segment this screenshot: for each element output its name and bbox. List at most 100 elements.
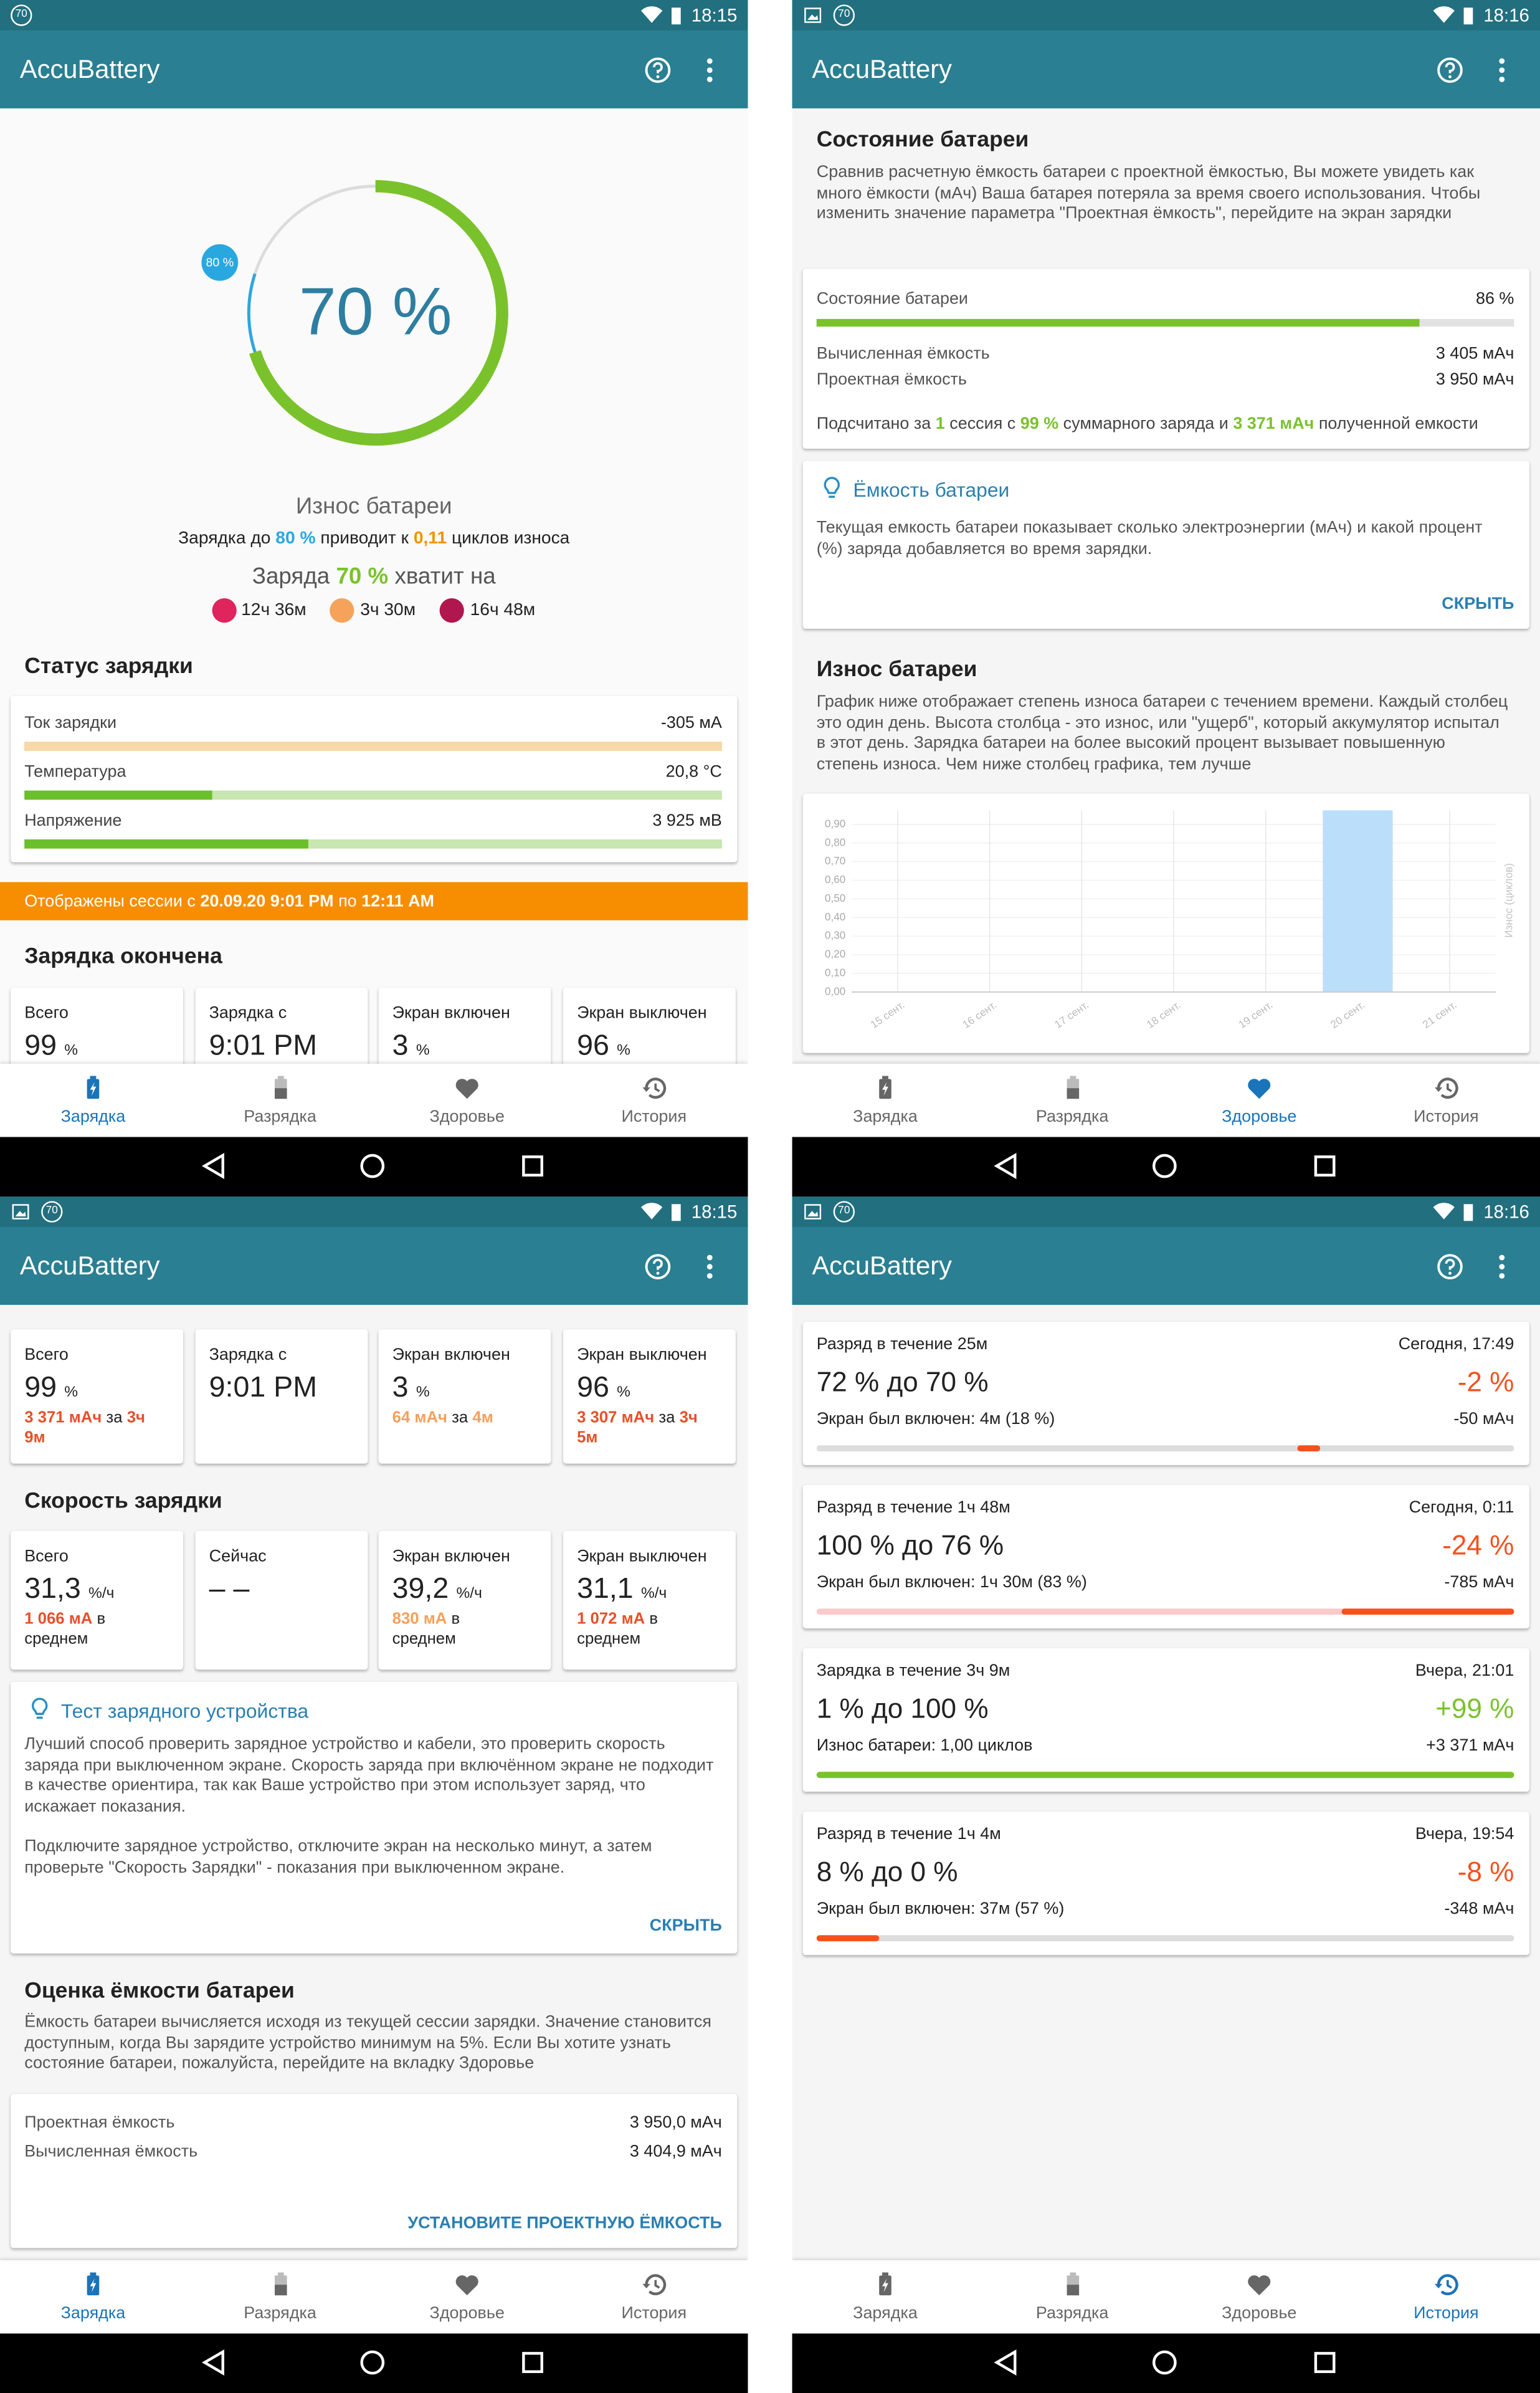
tile-label: Всего [24,1346,69,1365]
nav-item[interactable]: История [621,1107,687,1127]
status-time: 18:16 [1483,4,1529,26]
image-frame [804,1204,822,1220]
card [378,1531,551,1670]
tile-sub-part: за [447,1408,473,1427]
tile-sub-part: 4м [472,1408,493,1427]
tip-button[interactable]: СКРЫТЬ [1442,595,1514,614]
row-label: Ток зарядки [24,714,117,733]
nav-item[interactable]: Здоровье [1222,2304,1297,2323]
menu-button[interactable] [1495,55,1510,85]
nav-item[interactable]: Здоровье [429,1107,505,1127]
session-banner [0,882,748,920]
nav-item[interactable]: Разрядка [244,2304,316,2323]
help-ring [1437,57,1463,83]
help-mark [1445,62,1455,74]
estimate-icon [439,598,464,623]
tile-sub: 830 мА в среднем [392,1610,524,1650]
battery-cap [882,1076,888,1079]
tile-value: 39,2 %/ч [392,1574,482,1607]
nav-item[interactable]: Зарядка [60,1107,126,1127]
tile-value-unit: % [64,1384,78,1402]
row-value: 3 950,0 мАч [629,2113,722,2133]
battery-cap [277,1076,283,1079]
battery [672,1204,681,1221]
nav-item[interactable]: Разрядка [1035,1107,1109,1127]
menu-button[interactable] [1495,1251,1510,1282]
section-desc: Сравнив расчетную ёмкость батареи с прое… [816,163,1481,224]
menu-button[interactable] [702,1251,718,1282]
tile-value-number: 31,3 [24,1573,81,1606]
nav-icon [1248,1079,1271,1099]
section-title: Зарядка окончена [24,944,222,970]
capacity-button[interactable]: УСТАНОВИТЕ ПРОЕКТНУЮ ЁМКОСТЬ [407,2214,722,2233]
text-part: 3 371 мАч [1233,415,1314,434]
battery-level [273,2285,287,2296]
card [802,1321,1529,1466]
nav-item[interactable]: Зарядка [60,2304,126,2323]
menu-dot [706,1264,713,1270]
status-time: 18:15 [691,4,738,26]
tip-text: Лучший способ проверить зарядное устройс… [24,1735,714,1816]
tip-title: Тест зарядного устройства [61,1699,309,1722]
help-ring [645,1254,671,1279]
system-buttons [201,2349,543,2376]
session-date: Вчера, 19:54 [1415,1825,1514,1844]
nav-item[interactable]: История [1414,2304,1479,2323]
section-desc: График ниже отображает степень износа ба… [816,692,1508,774]
help-button[interactable] [642,1251,673,1282]
help-dot [1448,1271,1452,1275]
nav-icon [1066,1076,1078,1099]
help-button[interactable] [1435,1251,1465,1282]
nav-item[interactable]: Зарядка [853,2304,918,2323]
bulb [32,1698,48,1715]
menu-dot [1499,58,1505,64]
nav-item[interactable]: Здоровье [429,2304,505,2323]
text-part: суммарного заряда и [1058,415,1233,434]
card [11,1681,738,1954]
nav-item[interactable]: Разрядка [244,1107,316,1127]
history-hands [654,2280,660,2289]
tile-label: Всего [24,1004,69,1023]
image-frame [804,7,822,23]
card [195,1531,368,1670]
battery-level [1066,1088,1078,1099]
card [195,1329,368,1464]
phone-screen: 80 % 70 % Износ батареи Зарядка до 80 % при… [0,0,748,1197]
row-value: 3 925 мВ [652,811,722,831]
nav-item[interactable]: История [621,2304,687,2323]
help-button[interactable] [642,55,673,85]
card [563,1329,736,1464]
bar [1323,810,1393,992]
nav-item[interactable]: Здоровье [1222,1107,1297,1127]
heart [1248,2275,1271,2296]
image-icon [804,7,822,23]
menu-button[interactable] [702,55,718,85]
estimate-icons [212,598,464,623]
section-title: Оценка ёмкости батареи [24,1979,295,2004]
tile-value: – – [209,1574,250,1607]
menu-dot [706,76,713,82]
text-part: Подсчитано за [816,415,936,434]
nav-item[interactable]: История [1414,1107,1479,1127]
tile-sub-part: в среднем [577,1610,658,1648]
home-button [360,1154,385,1178]
help-button[interactable] [1435,55,1465,85]
x-tick-label: 16 сент. [960,998,999,1031]
session-amount: -50 мАч [1453,1410,1514,1429]
bolt [90,1082,97,1096]
tile-sub-part: 64 мАч [392,1408,447,1427]
tip-button[interactable]: СКРЫТЬ [649,1916,722,1936]
section-title: Скорость зарядки [24,1489,222,1514]
session-detail: Экран был включен: 4м (18 %) [816,1410,1055,1429]
row-value: 3 950 мАч [1435,371,1514,389]
battery [672,7,681,25]
text-part: Заряда [252,563,336,590]
session-track [816,1445,1514,1451]
nav-item[interactable]: Зарядка [853,1107,918,1127]
tile-label: Зарядка с [209,1346,287,1365]
app-title: AccuBattery [19,1251,160,1281]
nav-item[interactable]: Разрядка [1035,2304,1109,2323]
tile-sub-part: 3ч 5м [577,1408,698,1447]
battery-cap [1069,2272,1076,2276]
text-part: 70 % [336,563,389,590]
